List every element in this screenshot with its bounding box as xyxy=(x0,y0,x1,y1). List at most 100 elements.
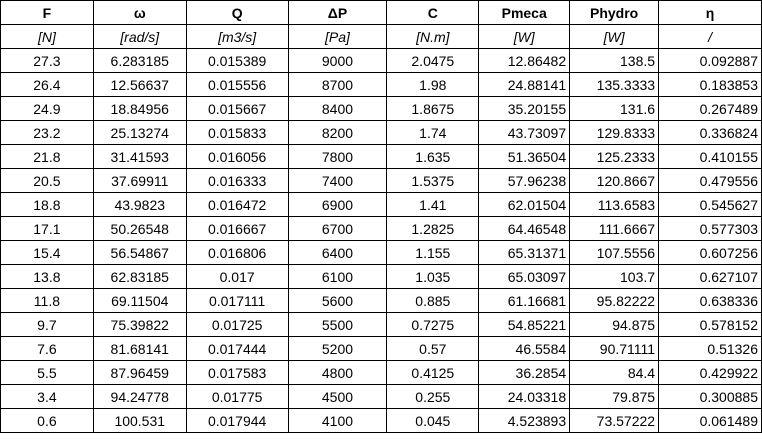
unit-cell-q: [m3/s] xyxy=(185,24,289,49)
cell-c: 1.035 xyxy=(386,264,480,289)
cell-f: 27.3 xyxy=(0,48,94,73)
cell-q: 0.017111 xyxy=(185,288,289,313)
cell-omega: 81.68141 xyxy=(92,336,187,361)
cell-eta: 0.627107 xyxy=(658,264,762,289)
cell-f: 24.9 xyxy=(0,96,94,121)
table-row: 26.4 12.56637 0.015556 8700 1.98 24.88141 135.… xyxy=(0,72,762,97)
table-row: 9.7 75.39822 0.01725 5500 0.7275 54.85221 94.8… xyxy=(0,312,762,337)
cell-eta: 0.607256 xyxy=(658,240,762,265)
cell-pmeca: 4.523893 xyxy=(478,408,571,433)
header-cell-c: C xyxy=(386,0,480,25)
cell-q: 0.017 xyxy=(185,264,289,289)
cell-q: 0.016333 xyxy=(185,168,289,193)
table-row: 24.9 18.84956 0.015667 8400 1.8675 35.20155 13… xyxy=(0,96,762,121)
units-row: [N] [rad/s] [m3/s] [Pa] [N.m] [W] [W] / xyxy=(0,24,762,49)
cell-pmeca: 61.16681 xyxy=(478,288,571,313)
cell-eta: 0.51326 xyxy=(658,336,762,361)
cell-omega: 43.9823 xyxy=(92,192,187,217)
cell-c: 0.045 xyxy=(386,408,480,433)
cell-delta-p: 7400 xyxy=(287,168,388,193)
cell-delta-p: 4100 xyxy=(287,408,388,433)
cell-c: 0.57 xyxy=(386,336,480,361)
cell-pmeca: 35.20155 xyxy=(478,96,571,121)
cell-q: 0.015389 xyxy=(185,48,289,73)
cell-f: 20.5 xyxy=(0,168,94,193)
cell-delta-p: 8200 xyxy=(287,120,388,145)
cell-pmeca: 24.88141 xyxy=(478,72,571,97)
cell-q: 0.016806 xyxy=(185,240,289,265)
cell-c: 0.7275 xyxy=(386,312,480,337)
cell-q: 0.01725 xyxy=(185,312,289,337)
cell-f: 21.8 xyxy=(0,144,94,169)
cell-q: 0.016667 xyxy=(185,216,289,241)
cell-f: 0.6 xyxy=(0,408,94,433)
cell-delta-p: 6100 xyxy=(287,264,388,289)
header-cell-phydro: Phydro xyxy=(569,0,660,25)
cell-delta-p: 6900 xyxy=(287,192,388,217)
cell-pmeca: 65.03097 xyxy=(478,264,571,289)
cell-eta: 0.267489 xyxy=(658,96,762,121)
cell-eta: 0.429922 xyxy=(658,360,762,385)
cell-c: 1.8675 xyxy=(386,96,480,121)
table-row: 5.5 87.96459 0.017583 4800 0.4125 36.2854 84.4… xyxy=(0,360,762,385)
cell-pmeca: 54.85221 xyxy=(478,312,571,337)
cell-q: 0.015667 xyxy=(185,96,289,121)
cell-phydro: 120.8667 xyxy=(569,168,660,193)
cell-omega: 6.283185 xyxy=(92,48,187,73)
cell-q: 0.016472 xyxy=(185,192,289,217)
table-row: 27.3 6.283185 0.015389 9000 2.0475 12.86482 13… xyxy=(0,48,762,73)
cell-omega: 87.96459 xyxy=(92,360,187,385)
cell-f: 18.8 xyxy=(0,192,94,217)
table-row: 7.6 81.68141 0.017444 5200 0.57 46.5584 90.711… xyxy=(0,336,762,361)
cell-eta: 0.577303 xyxy=(658,216,762,241)
cell-omega: 75.39822 xyxy=(92,312,187,337)
cell-c: 1.5375 xyxy=(386,168,480,193)
cell-delta-p: 5200 xyxy=(287,336,388,361)
unit-cell-c: [N.m] xyxy=(386,24,480,49)
cell-phydro: 135.3333 xyxy=(569,72,660,97)
cell-omega: 56.54867 xyxy=(92,240,187,265)
cell-phydro: 131.6 xyxy=(569,96,660,121)
header-cell-q: Q xyxy=(185,0,289,25)
header-cell-pmeca: Pmeca xyxy=(478,0,571,25)
cell-q: 0.015556 xyxy=(185,72,289,97)
cell-phydro: 129.8333 xyxy=(569,120,660,145)
cell-omega: 62.83185 xyxy=(92,264,187,289)
cell-f: 15.4 xyxy=(0,240,94,265)
cell-eta: 0.479556 xyxy=(658,168,762,193)
cell-phydro: 125.2333 xyxy=(569,144,660,169)
cell-c: 0.4125 xyxy=(386,360,480,385)
cell-c: 2.0475 xyxy=(386,48,480,73)
cell-delta-p: 8400 xyxy=(287,96,388,121)
table-row: 13.8 62.83185 0.017 6100 1.035 65.03097 103.7 0… xyxy=(0,264,762,289)
unit-cell-f: [N] xyxy=(0,24,94,49)
cell-phydro: 90.71111 xyxy=(569,336,660,361)
cell-phydro: 113.6583 xyxy=(569,192,660,217)
cell-eta: 0.638336 xyxy=(658,288,762,313)
header-row: F ω Q ΔP C Pmeca Phydro η xyxy=(0,0,762,25)
cell-pmeca: 12.86482 xyxy=(478,48,571,73)
header-cell-delta-p: ΔP xyxy=(287,0,388,25)
unit-cell-eta: / xyxy=(658,24,762,49)
cell-phydro: 95.82222 xyxy=(569,288,660,313)
unit-cell-pmeca: [W] xyxy=(478,24,571,49)
cell-pmeca: 64.46548 xyxy=(478,216,571,241)
cell-eta: 0.092887 xyxy=(658,48,762,73)
cell-pmeca: 43.73097 xyxy=(478,120,571,145)
cell-f: 9.7 xyxy=(0,312,94,337)
cell-q: 0.017444 xyxy=(185,336,289,361)
cell-f: 11.8 xyxy=(0,288,94,313)
cell-pmeca: 24.03318 xyxy=(478,384,571,409)
cell-delta-p: 6700 xyxy=(287,216,388,241)
cell-omega: 69.11504 xyxy=(92,288,187,313)
cell-q: 0.015833 xyxy=(185,120,289,145)
table-row: 20.5 37.69911 0.016333 7400 1.5375 57.96238 12… xyxy=(0,168,762,193)
cell-omega: 100.531 xyxy=(92,408,187,433)
table-row: 0.6 100.531 0.017944 4100 0.045 4.523893 73.57… xyxy=(0,408,762,433)
cell-omega: 37.69911 xyxy=(92,168,187,193)
cell-c: 1.98 xyxy=(386,72,480,97)
cell-omega: 12.56637 xyxy=(92,72,187,97)
cell-q: 0.01775 xyxy=(185,384,289,409)
cell-delta-p: 4800 xyxy=(287,360,388,385)
